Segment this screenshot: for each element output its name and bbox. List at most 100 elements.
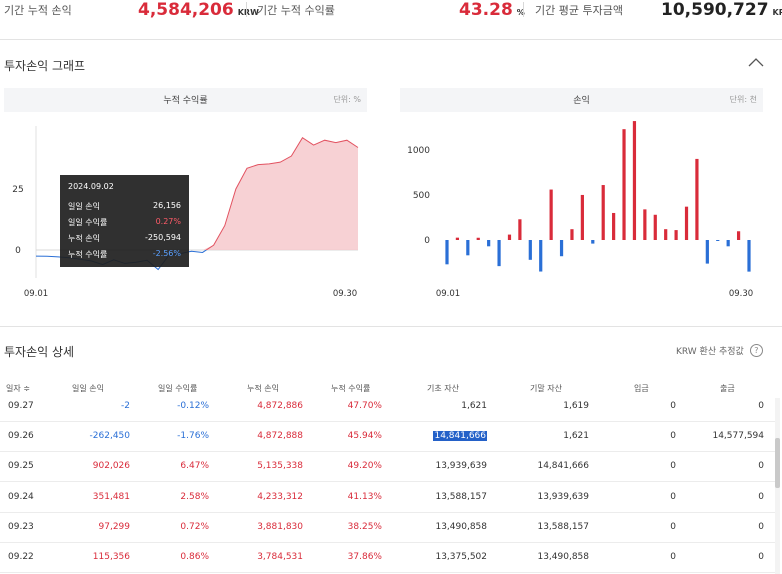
pnl-bar <box>653 214 657 240</box>
cum-return-label: 기간 누적 수익률 <box>257 4 335 17</box>
pnl-bar <box>726 240 730 247</box>
krw-estimate-hint[interactable]: KRW 환산 추정값 ? <box>676 344 763 357</box>
pnl-bar <box>570 229 574 240</box>
cell-cum-return: 41.13% <box>347 492 382 502</box>
pnl-bar <box>580 194 584 240</box>
pnl-bar <box>674 230 678 240</box>
tooltip-value: 0.27% <box>155 217 181 226</box>
cell-begin-asset: 13,939,639 <box>435 461 487 471</box>
cell-withdraw: 0 <box>758 522 764 532</box>
cell-daily-return: -0.12% <box>177 401 209 411</box>
y-tick-label: 500 <box>413 191 430 201</box>
chart-title: 누적 수익률 <box>163 96 208 106</box>
chevron-up-icon[interactable] <box>748 56 764 68</box>
detail-section-title: 투자손익 상세 <box>4 345 75 359</box>
pnl-bar <box>622 129 626 240</box>
cell-withdraw: 14,577,594 <box>712 431 764 441</box>
cum-return-value: 43.28% <box>459 0 525 20</box>
tooltip-label: 누적 수익률 <box>68 250 108 259</box>
pnl-bar <box>528 240 532 260</box>
chart-header: 손익 단위: 천 <box>400 88 763 112</box>
cell-daily-return: 2.58% <box>180 492 209 502</box>
cell-date: 09.27 <box>8 401 34 411</box>
cum-pnl-label-wrap: 기간 누적 손익 <box>4 0 72 20</box>
pnl-bar <box>716 240 720 241</box>
col-header-cum-pnl: 누적 손익 <box>247 384 279 393</box>
cell-withdraw: 0 <box>758 461 764 471</box>
help-icon[interactable]: ? <box>749 344 763 357</box>
chart-unit: 단위: 천 <box>729 95 757 104</box>
summary-divider <box>246 2 247 17</box>
selected-text: 14,841,666 <box>433 431 487 441</box>
cell-deposit: 0 <box>670 431 676 441</box>
tooltip-row: 일일 수익률 0.27% <box>68 217 181 231</box>
pnl-bar <box>591 240 595 244</box>
pnl-chart-canvas: 0 500 1000 09.01 09.30 <box>407 121 753 299</box>
pnl-bar <box>643 209 647 240</box>
cell-begin-asset: 13,490,858 <box>435 522 487 532</box>
y-tick-label: 1000 <box>407 146 430 156</box>
cell-date: 09.23 <box>8 522 34 532</box>
cum-pnl-label: 기간 누적 손익 <box>4 4 72 17</box>
chart-tooltip: 2024.09.02 일일 손익 26,156 일일 수익률 0.27% 누적 … <box>60 175 189 267</box>
x-tick-label: 09.01 <box>436 289 460 299</box>
cell-cum-pnl: 4,872,888 <box>257 431 303 441</box>
avg-invest-number: 10,590,727 <box>661 0 769 20</box>
tooltip-value: 26,156 <box>153 201 181 210</box>
krw-estimate-label: KRW 환산 추정값 <box>676 347 744 357</box>
cell-cum-pnl: 4,872,886 <box>257 401 303 411</box>
cell-date: 09.24 <box>8 492 34 502</box>
graph-section-title: 투자손익 그래프 <box>4 59 86 73</box>
col-header-daily-pnl: 일일 손익 <box>72 384 104 393</box>
table-row: 09.24 351,481 2.58% 4,233,312 41.13% 13,588,1… <box>0 483 775 513</box>
chart-header: 누적 수익률 단위: % <box>4 88 367 112</box>
cum-pnl-number: 4,584,206 <box>138 0 234 20</box>
pnl-bar <box>695 158 699 240</box>
x-tick-label: 09.30 <box>333 289 357 299</box>
cell-end-asset: 13,939,639 <box>537 492 589 502</box>
pnl-bar <box>684 206 689 240</box>
pnl-bar <box>445 240 449 265</box>
pnl-bar <box>747 240 751 272</box>
cell-cum-pnl: 5,135,338 <box>257 461 303 471</box>
x-tick-label: 09.01 <box>24 289 48 299</box>
table-row: 09.22 115,356 0.86% 3,784,531 37.86% 13,375,5… <box>0 543 775 573</box>
y-tick-label: 25 <box>12 185 23 195</box>
x-tick-label: 09.30 <box>729 289 753 299</box>
tooltip-row: 누적 손익 -250,594 <box>68 233 181 247</box>
cell-daily-return: 0.72% <box>180 522 209 532</box>
cell-deposit: 0 <box>670 522 676 532</box>
scrollbar-thumb[interactable] <box>775 438 780 488</box>
cell-date: 09.26 <box>8 431 34 441</box>
pnl-bar <box>612 212 616 240</box>
cell-deposit: 0 <box>670 401 676 411</box>
cell-daily-return: 0.86% <box>180 552 209 562</box>
summary-bar: 기간 누적 손익 4,584,206 KRW 기간 누적 수익률 43.28% 기… <box>0 0 782 40</box>
tooltip-row: 누적 수익률 -2.56% <box>68 249 181 263</box>
pnl-bar <box>518 219 522 240</box>
cum-return-label-wrap: 기간 누적 수익률 <box>257 0 335 20</box>
pnl-bar <box>507 234 512 240</box>
cell-begin-asset: 13,375,502 <box>435 552 487 562</box>
cell-daily-return: 6.47% <box>180 461 209 471</box>
pnl-bar <box>497 240 501 267</box>
cell-cum-return: 47.70% <box>347 401 382 411</box>
cell-cum-return: 38.25% <box>347 522 382 532</box>
cell-daily-pnl: 902,026 <box>92 461 130 471</box>
tooltip-label: 일일 손익 <box>68 202 100 211</box>
chart-title: 손익 <box>573 96 590 106</box>
col-header-daily-return: 일일 수익률 <box>158 384 198 393</box>
cell-daily-pnl: -2 <box>121 401 130 411</box>
chart-unit: 단위: % <box>333 95 361 104</box>
cell-withdraw: 0 <box>758 552 764 562</box>
col-header-date[interactable]: 일자 ≑ <box>6 384 30 393</box>
tooltip-value: -2.56% <box>152 249 181 258</box>
cell-date: 09.22 <box>8 552 34 562</box>
cell-cum-return: 37.86% <box>347 552 382 562</box>
cell-daily-pnl: 97,299 <box>98 522 131 532</box>
pnl-bar <box>705 240 709 264</box>
table-scrollbar[interactable] <box>775 398 780 574</box>
cum-pnl-value: 4,584,206 KRW <box>138 0 259 20</box>
pnl-bar <box>476 237 480 240</box>
col-header-deposit: 입금 <box>634 384 649 393</box>
